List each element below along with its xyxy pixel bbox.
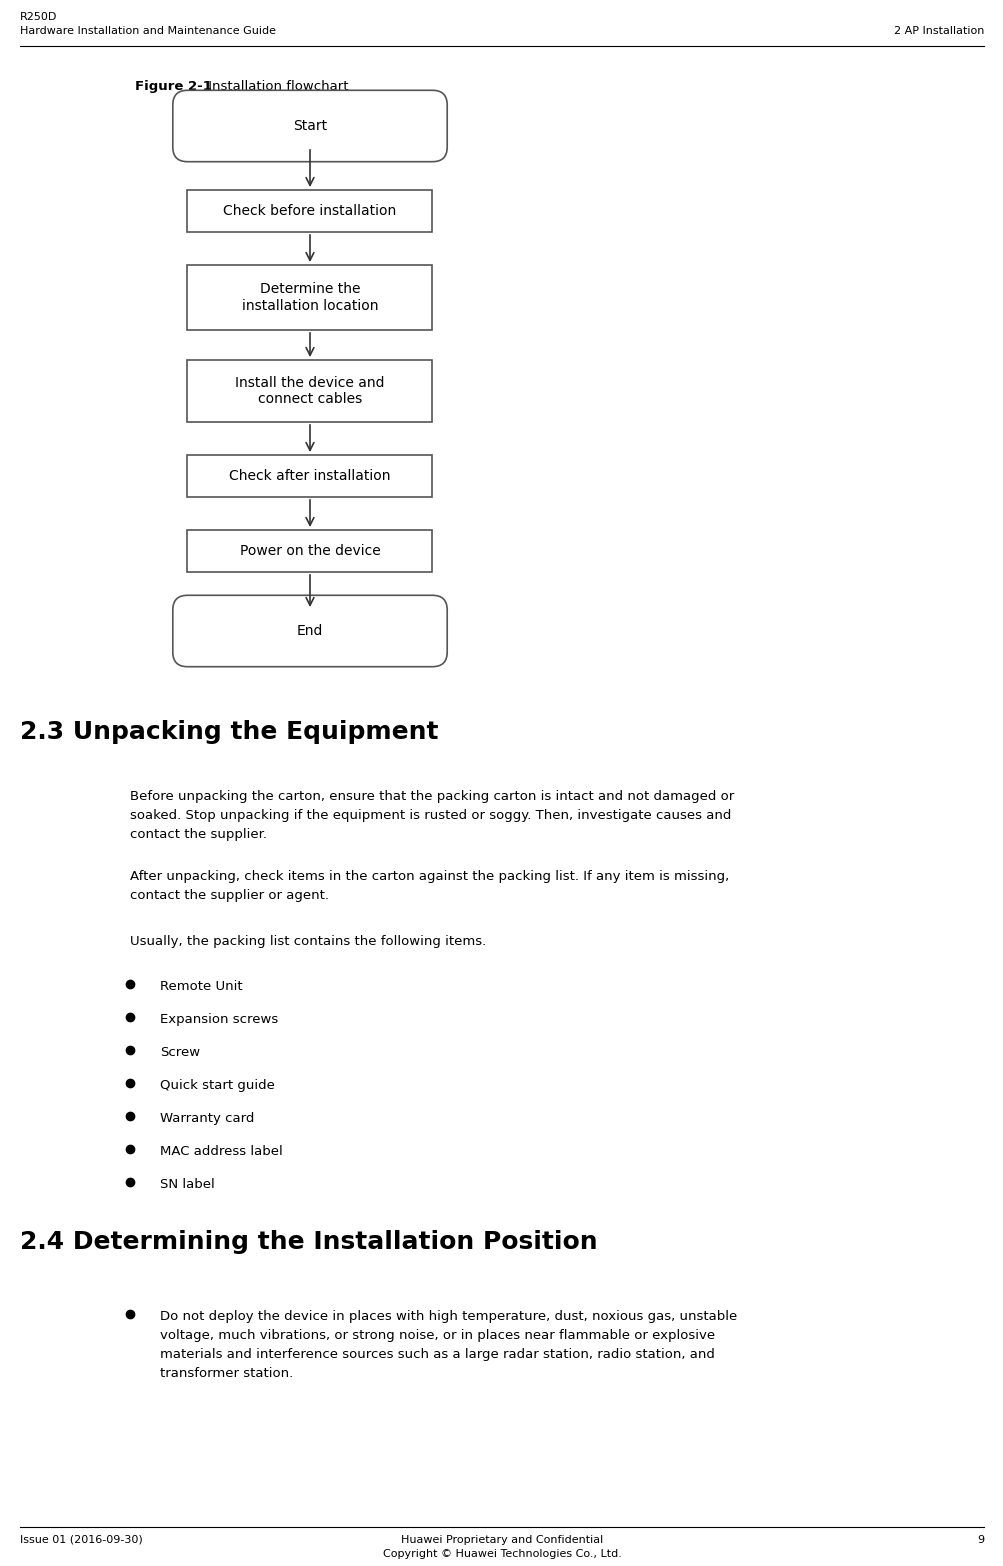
Text: Issue 01 (2016-09-30): Issue 01 (2016-09-30) (20, 1535, 142, 1546)
Text: SN label: SN label (159, 1178, 215, 1192)
Text: Screw: Screw (159, 1046, 200, 1059)
Text: R250D: R250D (20, 13, 57, 22)
Text: Expansion screws: Expansion screws (159, 1013, 278, 1026)
Text: 2.3 Unpacking the Equipment: 2.3 Unpacking the Equipment (20, 720, 438, 744)
Text: MAC address label: MAC address label (159, 1145, 283, 1157)
Text: Hardware Installation and Maintenance Guide: Hardware Installation and Maintenance Gu… (20, 27, 276, 36)
Bar (188, 529, 432, 572)
FancyBboxPatch shape (173, 595, 446, 667)
Text: After unpacking, check items in the carton against the packing list. If any item: After unpacking, check items in the cart… (129, 871, 728, 902)
Bar (188, 189, 432, 232)
Text: Installation flowchart: Installation flowchart (204, 80, 348, 92)
Text: Remote Unit: Remote Unit (159, 980, 243, 993)
Text: Warranty card: Warranty card (159, 1112, 254, 1124)
Text: 9: 9 (976, 1535, 983, 1546)
Text: Install the device and
connect cables: Install the device and connect cables (235, 376, 384, 406)
Bar (188, 360, 432, 421)
Text: Check after installation: Check after installation (229, 468, 390, 482)
Text: Do not deploy the device in places with high temperature, dust, noxious gas, uns: Do not deploy the device in places with … (159, 1311, 736, 1380)
Text: Start: Start (293, 119, 327, 133)
Bar (188, 265, 432, 330)
Text: Figure 2-1: Figure 2-1 (134, 80, 212, 92)
Text: 2.4 Determining the Installation Position: 2.4 Determining the Installation Positio… (20, 1229, 597, 1254)
Text: Determine the
installation location: Determine the installation location (242, 282, 378, 313)
FancyBboxPatch shape (173, 91, 446, 161)
Text: Before unpacking the carton, ensure that the packing carton is intact and not da: Before unpacking the carton, ensure that… (129, 789, 733, 841)
Text: Huawei Proprietary and Confidential: Huawei Proprietary and Confidential (400, 1535, 603, 1546)
Text: End: End (297, 623, 323, 637)
Text: Usually, the packing list contains the following items.: Usually, the packing list contains the f… (129, 935, 485, 947)
Text: Power on the device: Power on the device (240, 543, 380, 557)
Text: 2 AP Installation: 2 AP Installation (893, 27, 983, 36)
Text: Quick start guide: Quick start guide (159, 1079, 275, 1092)
Text: Copyright © Huawei Technologies Co., Ltd.: Copyright © Huawei Technologies Co., Ltd… (382, 1549, 621, 1560)
Text: Check before installation: Check before installation (223, 204, 396, 218)
Bar (188, 456, 432, 496)
